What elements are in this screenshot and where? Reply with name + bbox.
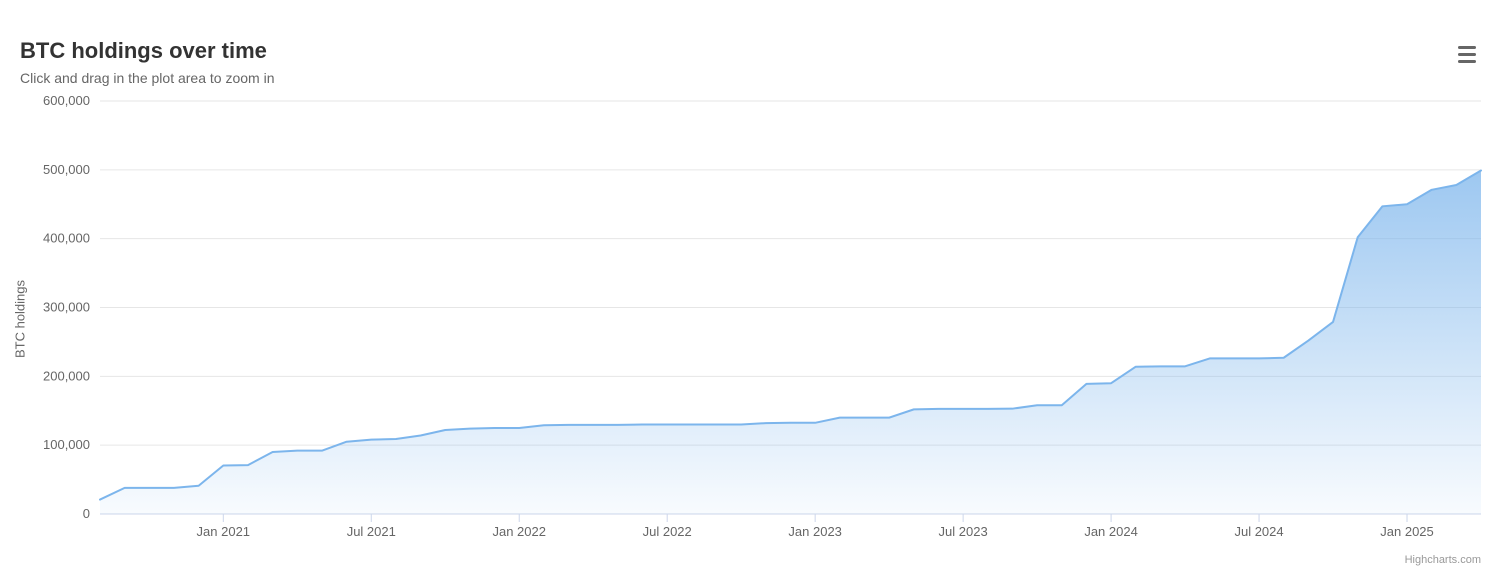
series-area (100, 171, 1481, 514)
x-tick-label: Jan 2023 (788, 524, 842, 539)
x-tick-label: Jan 2021 (197, 524, 251, 539)
y-tick-label: 300,000 (43, 300, 90, 315)
y-tick-label: 200,000 (43, 368, 90, 383)
x-tick-label: Jan 2025 (1380, 524, 1434, 539)
x-tick-label: Jul 2024 (1234, 524, 1283, 539)
chart-credits[interactable]: Highcharts.com (1405, 554, 1481, 566)
x-tick-label: Jul 2022 (643, 524, 692, 539)
y-tick-label: 600,000 (43, 95, 90, 108)
y-tick-label: 100,000 (43, 437, 90, 452)
y-tick-label: 0 (83, 506, 90, 521)
y-axis-title: BTC holdings (13, 279, 28, 357)
chart-subtitle: Click and drag in the plot area to zoom … (20, 70, 274, 86)
chart-menu-button[interactable] (1453, 42, 1481, 66)
y-tick-label: 500,000 (43, 162, 90, 177)
x-tick-label: Jan 2024 (1084, 524, 1138, 539)
chart-title: BTC holdings over time (20, 38, 274, 64)
chart-plot-area[interactable]: BTC holdings 0100,000200,000300,000400,0… (20, 95, 1485, 542)
x-tick-label: Jul 2023 (939, 524, 988, 539)
hamburger-icon (1458, 46, 1476, 49)
x-tick-label: Jul 2021 (347, 524, 396, 539)
x-tick-label: Jan 2022 (492, 524, 546, 539)
y-tick-label: 400,000 (43, 231, 90, 246)
